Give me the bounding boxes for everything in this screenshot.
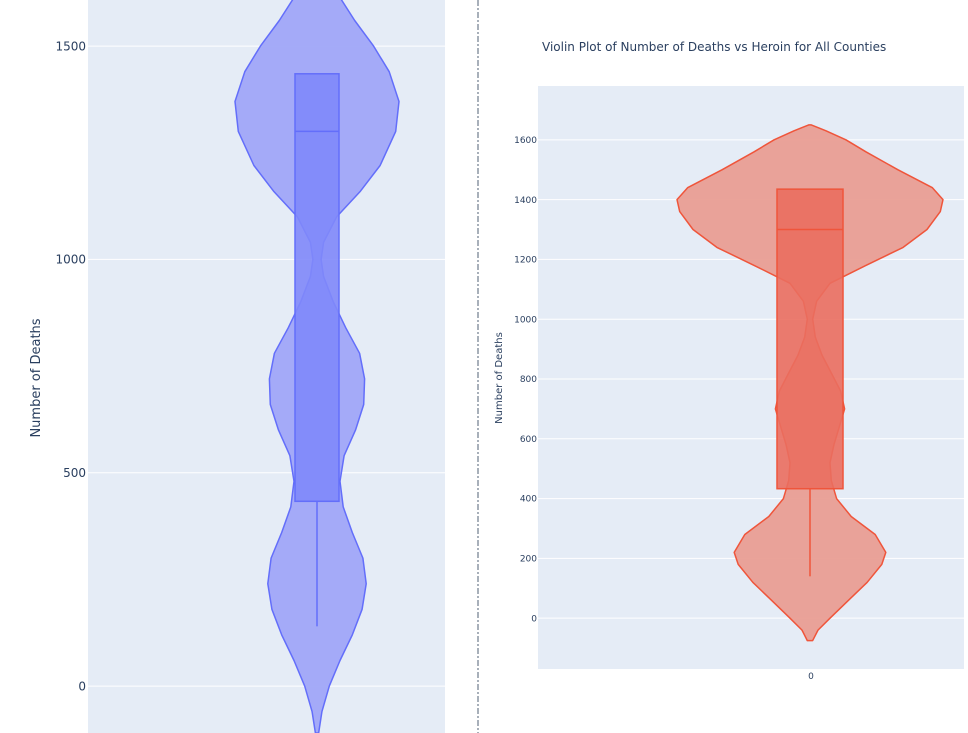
- y-tick-label: 200: [520, 555, 537, 565]
- right-x-tick-label: 0: [808, 672, 814, 682]
- right-y-ticks: 0 200 400 600 800 1000 1200 1400 1600: [514, 136, 537, 624]
- y-tick-label: 600: [520, 435, 537, 445]
- y-tick-label: 1600: [514, 136, 537, 146]
- left-y-ticks: 0 500 1000 1500: [55, 39, 86, 693]
- right-chart-title: Violin Plot of Number of Deaths vs Heroi…: [542, 40, 886, 54]
- left-gridlines: [88, 45, 445, 687]
- iqr-box: [776, 188, 844, 490]
- right-y-axis-label: Number of Deaths: [494, 332, 505, 424]
- right-chart: Violin Plot of Number of Deaths vs Heroi…: [494, 40, 964, 682]
- y-tick-label: 1500: [55, 39, 86, 53]
- y-tick-label: 1000: [55, 253, 86, 267]
- y-tick-label: 400: [520, 495, 537, 505]
- left-violin-series: [234, 0, 400, 733]
- y-tick-label: 500: [63, 466, 86, 480]
- left-chart: 0 500 1000 1500 Number of Deaths: [29, 0, 445, 733]
- y-tick-label: 0: [78, 679, 86, 693]
- y-tick-label: 800: [520, 375, 537, 385]
- left-y-axis-label: Number of Deaths: [29, 318, 44, 437]
- y-tick-label: 0: [531, 614, 537, 624]
- iqr-box: [294, 73, 340, 503]
- right-violin-series: [676, 124, 944, 642]
- y-tick-label: 1400: [514, 196, 537, 206]
- y-tick-label: 1200: [514, 256, 537, 266]
- y-tick-label: 1000: [514, 315, 537, 325]
